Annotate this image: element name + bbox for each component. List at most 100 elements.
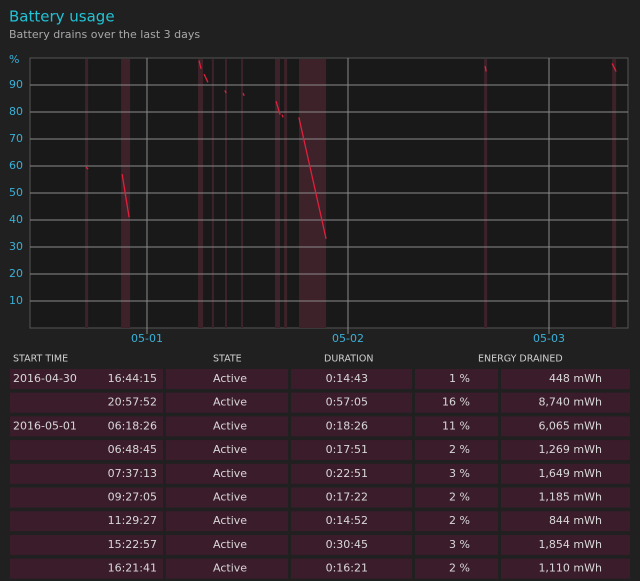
table-cell xyxy=(166,558,288,579)
table-cell xyxy=(415,534,498,555)
table-cell xyxy=(10,511,163,532)
cell-text: 0:57:05 xyxy=(326,396,368,409)
table-cell xyxy=(10,558,163,579)
table-cell xyxy=(10,534,163,555)
cell-text: Active xyxy=(213,467,247,480)
cell-text: 09:27:05 xyxy=(108,491,157,504)
cell-text: Active xyxy=(213,419,247,432)
table-cell xyxy=(166,392,288,413)
table-cell xyxy=(10,416,163,437)
table-cell xyxy=(166,416,288,437)
cell-text: Active xyxy=(213,372,247,385)
table-cell xyxy=(415,392,498,413)
cell-text: 16:44:15 xyxy=(108,372,157,385)
y-tick-label: 20 xyxy=(9,267,23,280)
cell-text: 0:18:26 xyxy=(326,419,368,432)
cell-text: 2 % xyxy=(449,491,470,504)
cell-text: 16 % xyxy=(442,396,470,409)
table-cell xyxy=(415,511,498,532)
y-tick-label: 30 xyxy=(9,240,23,253)
page-title: Battery usage xyxy=(9,8,115,26)
y-tick-label: 90 xyxy=(9,78,23,91)
cell-text: 07:37:13 xyxy=(108,467,157,480)
table-cell xyxy=(166,511,288,532)
column-header: ENERGY DRAINED xyxy=(478,354,563,365)
table-cell xyxy=(291,369,412,389)
cell-text: 2016-04-30 xyxy=(13,372,77,385)
x-tick-label: 05-02 xyxy=(332,332,364,345)
cell-text: 2 % xyxy=(449,562,470,575)
cell-text: Active xyxy=(213,562,247,575)
cell-text: 0:30:45 xyxy=(326,538,368,551)
y-tick-label: 70 xyxy=(9,132,23,145)
cell-text: 15:22:57 xyxy=(108,538,157,551)
column-header: DURATION xyxy=(324,354,373,365)
table-cell xyxy=(415,487,498,508)
table-cell xyxy=(501,440,630,461)
table-cell xyxy=(10,440,163,461)
table-cell xyxy=(501,463,630,484)
cell-text: 3 % xyxy=(449,538,470,551)
cell-text: 3 % xyxy=(449,467,470,480)
cell-text: 8,740 mWh xyxy=(538,396,602,409)
cell-text: 448 mWh xyxy=(549,372,602,385)
table-cell xyxy=(415,440,498,461)
cell-text: 6,065 mWh xyxy=(538,419,602,432)
table-cell xyxy=(166,369,288,389)
cell-text: 2016-05-01 xyxy=(13,419,77,432)
cell-text: 06:18:26 xyxy=(108,419,157,432)
cell-text: 0:17:22 xyxy=(326,491,368,504)
table-cell xyxy=(291,558,412,579)
cell-text: 1,185 mWh xyxy=(538,491,602,504)
y-tick-label: 60 xyxy=(9,159,23,172)
table-cell xyxy=(166,534,288,555)
table-cell xyxy=(501,511,630,532)
table-cell xyxy=(166,487,288,508)
cell-text: 0:14:43 xyxy=(326,372,368,385)
cell-text: Active xyxy=(213,514,247,527)
y-tick-label: 10 xyxy=(9,294,23,307)
table-cell xyxy=(415,369,498,389)
table-cell xyxy=(291,440,412,461)
cell-text: 0:16:21 xyxy=(326,562,368,575)
x-tick-label: 05-03 xyxy=(533,332,565,345)
x-tick-label: 05-01 xyxy=(131,332,163,345)
y-tick-label: 40 xyxy=(9,213,23,226)
cell-text: 0:22:51 xyxy=(326,467,368,480)
table-cell xyxy=(501,487,630,508)
cell-text: 06:48:45 xyxy=(108,443,157,456)
cell-text: 1,854 mWh xyxy=(538,538,602,551)
table-cell xyxy=(501,392,630,413)
cell-text: 0:17:51 xyxy=(326,443,368,456)
table-cell xyxy=(415,463,498,484)
cell-text: 2 % xyxy=(449,514,470,527)
cell-text: 1,269 mWh xyxy=(538,443,602,456)
table-cell xyxy=(291,416,412,437)
table-cell xyxy=(10,392,163,413)
cell-text: 11 % xyxy=(442,419,470,432)
table-cell xyxy=(291,392,412,413)
table-cell xyxy=(415,558,498,579)
table-cell xyxy=(166,463,288,484)
cell-text: 20:57:52 xyxy=(108,396,157,409)
cell-text: 1 % xyxy=(449,372,470,385)
y-tick-label: 50 xyxy=(9,186,23,199)
table-cell xyxy=(291,463,412,484)
cell-text: 844 mWh xyxy=(549,514,602,527)
column-header: START TIME xyxy=(13,354,68,365)
cell-text: Active xyxy=(213,443,247,456)
y-tick-label: 80 xyxy=(9,105,23,118)
table-cell xyxy=(291,487,412,508)
cell-text: Active xyxy=(213,396,247,409)
table-cell xyxy=(10,487,163,508)
drain-line xyxy=(85,60,617,240)
table-cell xyxy=(10,463,163,484)
cell-text: 1,649 mWh xyxy=(538,467,602,480)
table-cell xyxy=(501,416,630,437)
cell-text: 16:21:41 xyxy=(108,562,157,575)
table-cell xyxy=(501,369,630,389)
table-cell xyxy=(415,416,498,437)
table-cell xyxy=(10,369,163,389)
